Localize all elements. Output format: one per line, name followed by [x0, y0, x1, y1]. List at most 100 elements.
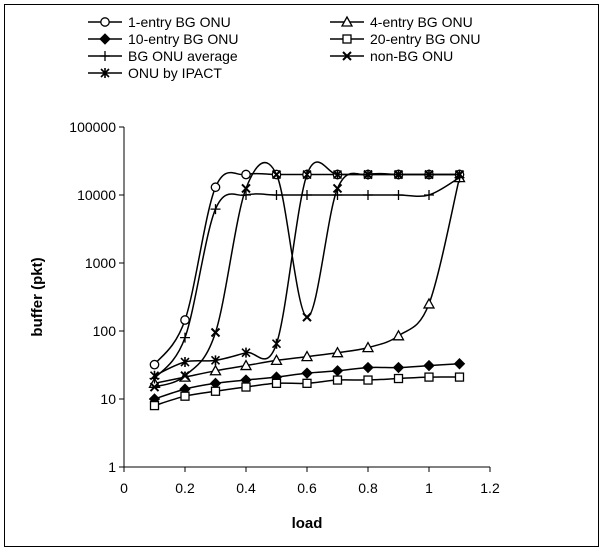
series-group: [148, 161, 466, 411]
x-tick-label: 0.2: [175, 480, 195, 496]
data-point: [210, 355, 221, 366]
data-point: [180, 391, 190, 401]
x-tick-label: 0: [120, 480, 128, 496]
data-point: [302, 378, 312, 388]
legend-label: BG ONU average: [128, 48, 238, 64]
legend-marker: [100, 17, 110, 27]
x-tick-label: 0.6: [297, 480, 317, 496]
legend-entry: non-BG ONU: [330, 48, 453, 64]
series-line: [154, 161, 460, 377]
legend-marker: [100, 68, 110, 78]
data-point: [301, 367, 313, 379]
data-point: [302, 169, 312, 180]
chart-frame: [4, 4, 599, 547]
data-point: [392, 329, 405, 341]
data-point: [393, 373, 404, 384]
data-point: [271, 169, 282, 180]
legend: 1-entry BG ONU 4-entry BG ONU 10-entry BG …: [88, 14, 480, 81]
data-point: [180, 371, 190, 381]
legend-label: 20-entry BG ONU: [370, 31, 480, 47]
data-point: [300, 350, 314, 362]
data-point: [210, 386, 221, 396]
data-point: [302, 190, 312, 200]
data-point: [271, 190, 282, 200]
legend-entry: 20-entry BG ONU: [330, 31, 480, 47]
data-point: [302, 312, 312, 322]
data-point: [149, 359, 160, 370]
legend-entry: BG ONU average: [88, 48, 238, 64]
legend-entry: 4-entry BG ONU: [330, 14, 473, 30]
data-point: [241, 347, 251, 358]
data-point: [210, 182, 221, 193]
series-asterisk: [149, 161, 465, 381]
data-point: [423, 359, 435, 372]
data-point: [424, 169, 434, 180]
y-tick-label: 100: [93, 323, 117, 339]
data-point: [209, 364, 222, 376]
data-point: [331, 346, 344, 358]
axes: 0 0.2 0.4 0.6 0.8 1 1.2 1 10 100 1000 10000 100000: [69, 119, 500, 496]
x-tick-label: 1: [425, 480, 433, 496]
data-point: [393, 190, 404, 200]
data-point: [424, 372, 434, 382]
data-point: [210, 327, 221, 338]
data-point: [363, 190, 373, 200]
legend-label: 4-entry BG ONU: [370, 14, 473, 30]
legend-label: ONU by IPACT: [128, 65, 222, 81]
data-point: [331, 365, 344, 377]
series-line: [154, 177, 461, 385]
data-point: [270, 354, 283, 366]
data-point: [332, 169, 343, 180]
series-triangle: [148, 171, 466, 388]
data-point: [332, 375, 343, 385]
data-point: [149, 400, 160, 411]
legend-marker: [100, 51, 110, 61]
y-axis-label: buffer (pkt): [29, 257, 46, 336]
data-point: [361, 341, 375, 353]
legend-label: 10-entry BG ONU: [128, 31, 238, 47]
data-point: [454, 169, 465, 180]
data-point: [149, 382, 160, 392]
legend-label: non-BG ONU: [370, 48, 453, 64]
data-point: [271, 378, 282, 388]
data-point: [241, 183, 251, 194]
data-point: [180, 357, 190, 368]
y-tick-label: 1000: [85, 255, 116, 271]
legend-entry: 1-entry BG ONU: [88, 14, 231, 30]
x-tick-label: 1.2: [480, 480, 500, 496]
legend-marker: [340, 15, 354, 27]
data-point: [424, 190, 434, 200]
x-axis-label: load: [292, 515, 323, 532]
data-point: [332, 183, 343, 194]
data-point: [210, 204, 221, 215]
series-square: [149, 372, 465, 411]
y-tick-label: 100000: [69, 119, 116, 135]
data-point: [454, 372, 465, 382]
legend-marker: [342, 51, 352, 61]
data-point: [271, 338, 282, 349]
legend-marker: [342, 34, 352, 44]
legend-entry: ONU by IPACT: [88, 65, 222, 81]
data-point: [180, 332, 190, 343]
data-point: [393, 169, 404, 180]
legend-entry: 10-entry BG ONU: [88, 31, 238, 47]
x-tick-label: 0.8: [358, 480, 378, 496]
data-point: [241, 169, 251, 180]
data-point: [453, 358, 466, 370]
data-point: [392, 361, 405, 374]
y-tick-label: 10: [100, 391, 116, 407]
data-point: [363, 169, 373, 180]
series-line: [153, 176, 460, 379]
legend-label: 1-entry BG ONU: [128, 14, 231, 30]
x-tick-label: 0.4: [236, 480, 256, 496]
y-tick-label: 1: [108, 459, 116, 475]
data-point: [180, 315, 190, 325]
data-point: [332, 190, 343, 200]
data-point: [422, 297, 436, 309]
data-point: [241, 190, 251, 200]
data-point: [239, 359, 253, 371]
data-point: [363, 375, 373, 385]
series-circle: [149, 169, 465, 370]
legend-marker: [99, 33, 111, 45]
